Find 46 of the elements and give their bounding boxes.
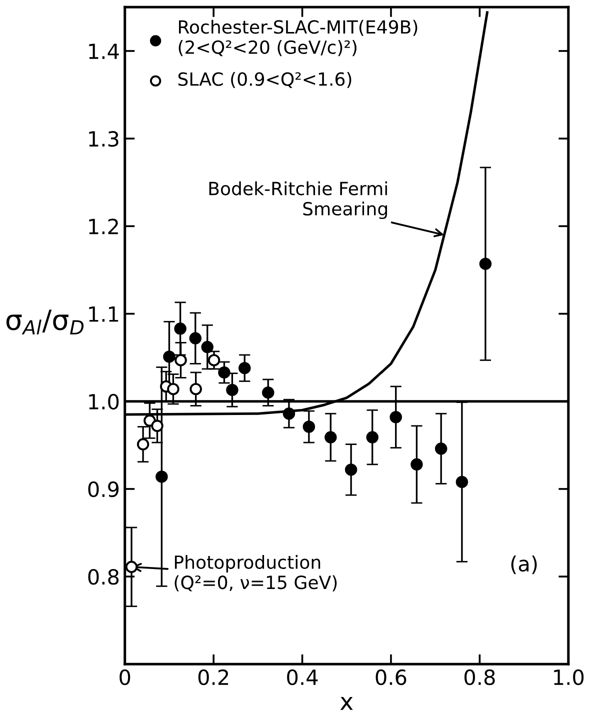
x-axis-title: x xyxy=(340,696,353,710)
y-tick-label: 0.9 xyxy=(88,481,119,498)
y-axis-title: σ$_{Al}$/σ$_{D}$ xyxy=(6,310,84,334)
point xyxy=(390,411,402,424)
x-tick-label: 0.6 xyxy=(376,669,406,686)
point xyxy=(324,431,337,444)
point xyxy=(151,420,164,432)
point xyxy=(366,431,378,444)
point xyxy=(302,420,316,433)
point xyxy=(456,476,468,488)
legend-label: SLAC (0.9<Q²<1.6) xyxy=(178,72,352,88)
point xyxy=(156,470,168,483)
point xyxy=(174,354,187,366)
point xyxy=(238,362,251,374)
point xyxy=(282,408,296,420)
x-tick-label: 0.4 xyxy=(287,669,318,686)
y-tick-label: 1.3 xyxy=(89,131,118,147)
x-tick-label: 0 xyxy=(120,669,130,686)
y-tick-label: 1.1 xyxy=(89,306,118,322)
annotation: Photoproduction (Q²=0, ν=15 GeV) xyxy=(174,555,337,592)
point xyxy=(189,332,202,344)
point xyxy=(226,384,238,396)
point xyxy=(262,386,274,399)
y-tick-label: 1.4 xyxy=(89,44,119,59)
point xyxy=(218,366,230,379)
x-tick-label: 0.8 xyxy=(464,669,495,686)
point xyxy=(125,560,138,574)
annotation: Bodek-Ritchie Fermi Smearing xyxy=(209,181,387,220)
point xyxy=(136,438,150,450)
point xyxy=(167,382,180,396)
x-tick-label: 0.2 xyxy=(198,669,228,686)
annotation: (a) xyxy=(511,556,537,574)
x-tick-label: 1.0 xyxy=(554,669,584,686)
point xyxy=(163,350,176,363)
point xyxy=(190,382,202,396)
y-tick-label: 1.2 xyxy=(89,218,118,234)
y-tick-label: 0.8 xyxy=(88,569,119,585)
point xyxy=(208,354,220,366)
legend-label: Rochester-SLAC-MIT(E49B) (2<Q²<20 (GeV/c)²) xyxy=(178,20,418,56)
point xyxy=(479,258,492,270)
point xyxy=(410,458,423,471)
y-tick-label: 1.0 xyxy=(89,394,119,410)
point xyxy=(344,464,358,476)
point xyxy=(201,340,214,354)
point xyxy=(174,322,186,335)
point xyxy=(434,442,448,455)
